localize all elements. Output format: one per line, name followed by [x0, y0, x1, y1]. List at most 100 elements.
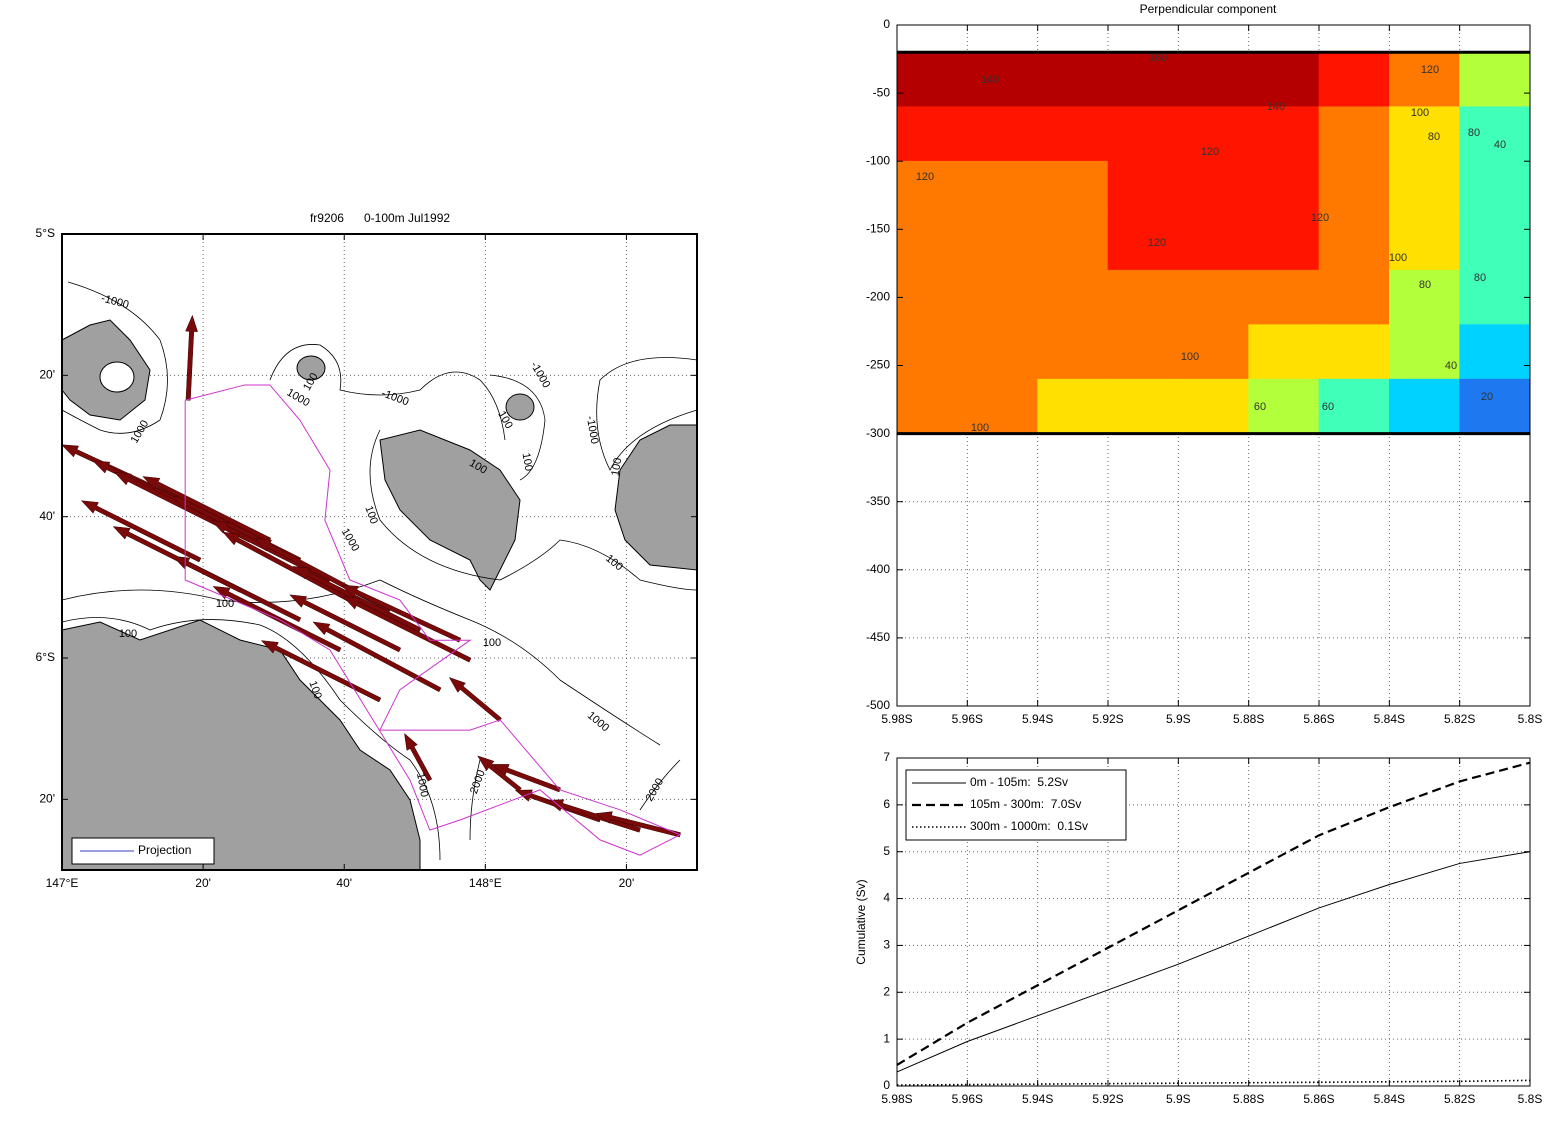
field-cell: [1318, 160, 1390, 216]
isobath: [369, 429, 698, 591]
land: [61, 281, 698, 871]
legend: 0m - 105m: 5.2Sv 105m - 300m: 7.0Sv 300m -…: [905, 769, 1127, 841]
x-tick-label: 5.82S: [1444, 712, 1475, 726]
current-arrow: [142, 476, 272, 543]
field-cell: [1318, 51, 1390, 108]
map-title: fr9206 0-100m Jul1992: [310, 211, 450, 225]
contour-chart: 160 140 140 120 120 120 120 120 100 80 80 40 100 80 80…: [866, 17, 1542, 726]
isobath-label: 1000: [339, 526, 362, 553]
isobath-label: 100: [119, 628, 137, 640]
current-arrow: [289, 594, 402, 653]
current-arrow: [80, 500, 202, 563]
isobath-label: 100: [306, 679, 324, 700]
field-cell: [1248, 51, 1320, 108]
isobath-label: 100: [216, 598, 234, 610]
y-tick-label: 5: [883, 844, 890, 858]
x-tick-label: 40': [336, 876, 352, 890]
plot-frame: [896, 24, 1531, 707]
x-tick-label: 5.9S: [1166, 712, 1191, 726]
field-cell: [1459, 51, 1531, 108]
contour-label: 60: [1322, 401, 1334, 413]
field-cell: [1037, 269, 1109, 325]
field-cell: [967, 215, 1038, 271]
y-tick-label: -100: [866, 153, 890, 167]
x-tick-label: 5.82S: [1444, 1092, 1475, 1106]
y-tick-label: 0: [883, 17, 890, 31]
field-cell: [1318, 324, 1390, 380]
line-chart: 5.98S 5.96S 5.94S 5.92S 5.9S 5.88S 5.86S 5.84S 5…: [881, 750, 1542, 1106]
current-arrow: [112, 526, 242, 593]
y-tick-label: -400: [866, 562, 890, 576]
current-arrow: [312, 621, 442, 693]
current-arrow: [185, 314, 198, 401]
field-cell: [1389, 160, 1460, 216]
contour-label: 120: [1148, 237, 1166, 249]
y-tick-label: 4: [883, 891, 890, 905]
field-cell: [1037, 324, 1109, 380]
isobath: [469, 759, 681, 841]
x-tick-label: 5.8S: [1518, 712, 1543, 726]
contour-label: 80: [1468, 127, 1480, 139]
x-tick-label: 5.84S: [1374, 1092, 1405, 1106]
field-cell: [1107, 215, 1179, 271]
field-cell: [1178, 378, 1249, 434]
contour-label: 80: [1428, 131, 1440, 143]
field-cell: [1248, 160, 1320, 216]
island: [296, 355, 326, 381]
map-data: -1000-1000-1000-100010001000100010001000…: [36, 226, 698, 890]
contour-label: 120: [1421, 64, 1439, 76]
isobath-label: 100: [483, 637, 501, 649]
field-cell: [967, 324, 1038, 380]
series-line: [896, 1079, 1531, 1086]
y-tick-label: -300: [866, 426, 890, 440]
y-tick-label: -200: [866, 290, 890, 304]
x-tick-label: 5.92S: [1092, 1092, 1123, 1106]
current-arrow: [260, 640, 382, 703]
x-tick-label: 5.98S: [881, 712, 912, 726]
current-arrow: [448, 677, 502, 722]
field-cell: [1178, 215, 1249, 271]
field-cell: [1248, 106, 1320, 162]
y-tick-label: -150: [866, 221, 890, 235]
y-axis-label: Cumulative (Sv): [854, 879, 868, 964]
coast: [61, 619, 421, 871]
isobath: [61, 617, 441, 861]
x-tick-label: 5.98S: [881, 1092, 912, 1106]
field-cell: [896, 269, 968, 325]
series-line: [896, 851, 1531, 1073]
y-tick-label: 1: [883, 1031, 890, 1045]
lines: [896, 761, 1531, 1086]
contour-label: 40: [1494, 139, 1506, 151]
field-cell: [1178, 51, 1249, 108]
x-tick-label: 5.88S: [1233, 1092, 1264, 1106]
y-tick-label: 5°S: [36, 226, 55, 240]
field-cell: [896, 160, 968, 216]
isobath-label: 1000: [585, 709, 611, 734]
x-tick-label: 5.92S: [1092, 712, 1123, 726]
field-cell: [1459, 215, 1531, 271]
field-cell: [1037, 160, 1109, 216]
isobath-label: -1000: [584, 415, 601, 445]
contour-label: 120: [916, 171, 934, 183]
plot-frame: [896, 757, 1531, 1087]
x-tick-label: 5.94S: [1022, 1092, 1053, 1106]
isobath-label: 100: [609, 457, 624, 477]
field-cell: [967, 51, 1038, 108]
field-cell: [1248, 215, 1320, 271]
x-tick-label: 5.84S: [1374, 712, 1405, 726]
coast: [614, 424, 698, 571]
contour-label: 160: [1149, 52, 1167, 64]
field-cell: [1178, 160, 1249, 216]
y-tick-label: 0: [883, 1078, 890, 1092]
field-cell: [1037, 378, 1109, 434]
y-tick-label: 20': [39, 367, 55, 381]
field-cell: [1459, 106, 1531, 162]
field-cell: [967, 269, 1038, 325]
field-cell: [1037, 215, 1109, 271]
isobath: [489, 374, 546, 481]
field-cell: [1178, 269, 1249, 325]
field-cell: [1037, 51, 1109, 108]
contour-label: 40: [1445, 360, 1457, 372]
contour-label: 100: [1181, 351, 1199, 363]
